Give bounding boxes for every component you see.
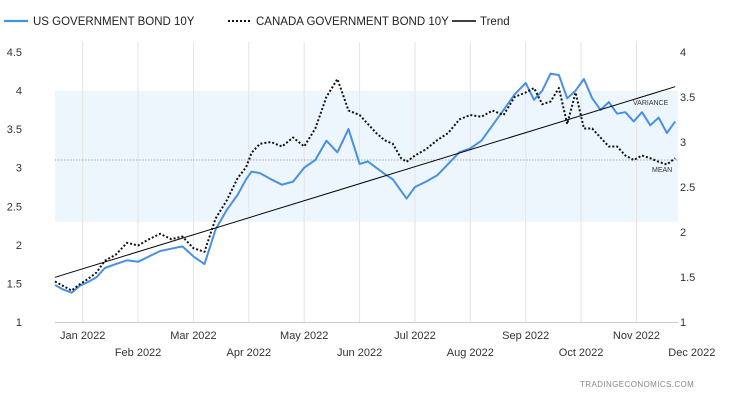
- source-credit: TRADINGECONOMICS.COM: [580, 380, 694, 389]
- x-tick-label: Jan 2022: [60, 330, 105, 342]
- x-tick-label: Nov 2022: [613, 330, 660, 342]
- x-tick-label: Sep 2022: [502, 330, 549, 342]
- y-right-tick-label: 2: [680, 227, 686, 239]
- mean-label: MEAN: [652, 167, 672, 174]
- x-axis-labels: Jan 2022 Mar 2022 May 2022 Jul 2022 Sep 2022…: [60, 330, 715, 359]
- y-left-tick-label: 2: [16, 240, 22, 252]
- y-right-tick-label: 4: [680, 47, 686, 59]
- y-right-tick-label: 3.5: [680, 92, 695, 104]
- x-tick-label: Jun 2022: [337, 347, 382, 359]
- x-tick-label: Dec 2022: [668, 347, 715, 359]
- y-left-tick-label: 4.5: [7, 47, 22, 59]
- trend-line: [54, 86, 676, 278]
- x-tick-label: Aug 2022: [447, 347, 494, 359]
- y-left-tick-label: 4: [16, 86, 22, 98]
- legend: US GOVERNMENT BOND 10Y CANADA GOVERNMENT…: [4, 16, 510, 28]
- y-right-tick-label: 3: [680, 137, 686, 149]
- y-axis-right: 4 3.5 3 2.5 2 1.5 1: [680, 47, 695, 329]
- x-tick-label: Jul 2022: [394, 330, 436, 342]
- y-axis-left: 4.5 4 3.5 3 2.5 2 1.5 1: [7, 47, 22, 329]
- canada-bond-series-line: [54, 78, 676, 292]
- legend-us-label[interactable]: US GOVERNMENT BOND 10Y: [33, 16, 195, 28]
- y-right-tick-label: 1: [680, 317, 686, 329]
- y-left-tick-label: 2.5: [7, 201, 22, 213]
- x-tick-label: May 2022: [280, 330, 328, 342]
- variance-band: [55, 90, 678, 222]
- x-tick-label: Apr 2022: [226, 347, 271, 359]
- y-left-tick-label: 1.5: [7, 278, 22, 290]
- x-tick-label: Feb 2022: [115, 347, 161, 359]
- y-right-tick-label: 2.5: [680, 182, 695, 194]
- x-tick-label: Mar 2022: [170, 330, 216, 342]
- variance-label: VARIANCE: [633, 100, 669, 107]
- legend-trend-label[interactable]: Trend: [480, 16, 510, 28]
- series-layer: [54, 72, 677, 294]
- y-left-tick-label: 1: [16, 317, 22, 329]
- y-left-tick-label: 3.5: [7, 124, 22, 136]
- legend-canada-label[interactable]: CANADA GOVERNMENT BOND 10Y: [256, 16, 449, 28]
- plot-area: VARIANCE MEAN: [54, 42, 678, 323]
- vertical-gridlines: [82, 42, 637, 322]
- x-tick-label: Oct 2022: [559, 347, 604, 359]
- y-left-tick-label: 3: [16, 163, 22, 175]
- y-right-tick-label: 1.5: [680, 272, 695, 284]
- us-bond-series-line: [54, 72, 677, 294]
